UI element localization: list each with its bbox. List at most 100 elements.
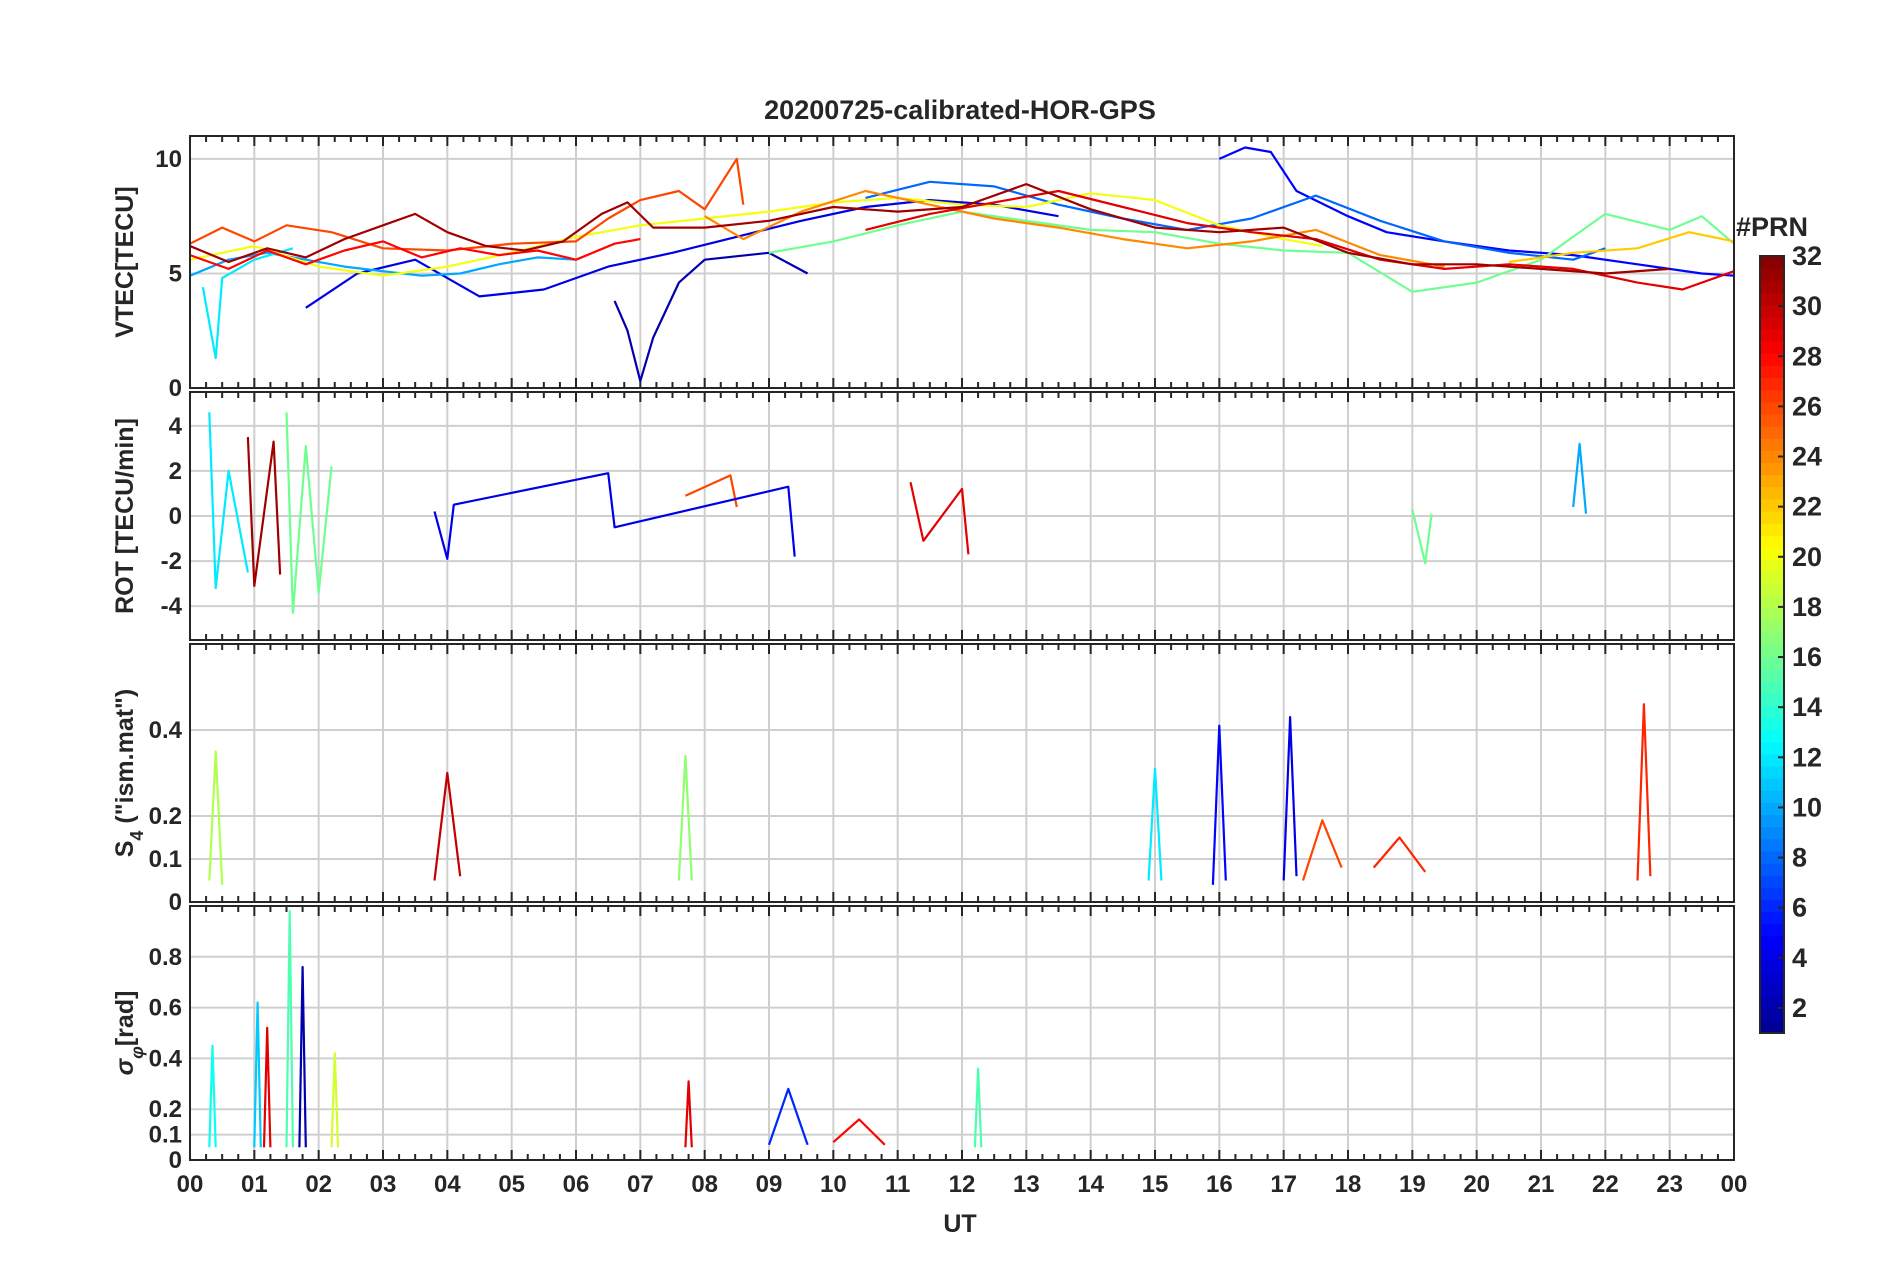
colorbar-segment [1760, 790, 1784, 803]
x-tick-label: 08 [691, 1171, 718, 1198]
y-tick-label: -2 [161, 548, 182, 575]
x-tick-label: 22 [1592, 1171, 1619, 1198]
colorbar-segment [1760, 668, 1784, 682]
colorbar-segment [1760, 583, 1784, 597]
colorbar-segment [1760, 280, 1784, 294]
series-line-prn-29 [262, 1026, 272, 1148]
colorbar-label: #PRN [1736, 212, 1808, 242]
colorbar-segment [1760, 680, 1784, 694]
colorbar-tick-label: 14 [1792, 692, 1822, 722]
series-line-prn-12 [201, 247, 294, 360]
series-line-prn-31 [190, 183, 1670, 275]
series-line-prn-20 [190, 192, 1323, 277]
series-line-prn-13 [208, 1044, 217, 1148]
colorbar-segment [1760, 923, 1784, 937]
colorbar-segment [1760, 523, 1784, 536]
colorbar-segment [1760, 899, 1784, 913]
x-tick-label: 13 [1013, 1171, 1040, 1198]
y-tick-label: 0.1 [149, 1122, 182, 1149]
x-tick-label: 23 [1656, 1171, 1683, 1198]
colorbar-segment [1760, 340, 1784, 354]
x-tick-label: 04 [434, 1171, 461, 1198]
series-line-prn-17 [677, 754, 693, 881]
colorbar-tick-label: 4 [1792, 943, 1807, 973]
y-tick-label: 5 [169, 260, 182, 287]
colorbar-segment [1760, 486, 1784, 500]
colorbar-segment [1760, 425, 1784, 439]
y-tick-label: 0 [169, 503, 182, 530]
colorbar-tick-label: 30 [1792, 291, 1822, 321]
series-line-prn-30 [433, 771, 462, 881]
series-line-prn-10 [190, 251, 577, 277]
colorbar-tick-label: 18 [1792, 592, 1822, 622]
series-line-prn-12 [1147, 767, 1163, 881]
x-tick-label: 16 [1206, 1171, 1233, 1198]
colorbar-tick-label: 26 [1792, 391, 1822, 421]
series-line-prn-26 [1301, 819, 1343, 881]
series-line-prn-4 [433, 472, 796, 560]
colorbar-tick-label: 10 [1792, 792, 1822, 822]
colorbar-segment [1760, 1008, 1784, 1022]
panel-s4: 0 0.1 0.2 0.4S4 ("ism.mat") [111, 643, 1735, 916]
series-line-prn-11 [253, 1001, 262, 1148]
colorbar-segment [1760, 911, 1784, 925]
x-tick-labels: 00 01 02 03 04 05 06 07 08 09 10 11 12 13 14 15 16 17 18 19… [177, 1171, 1748, 1198]
y-tick-label: 4 [169, 413, 183, 440]
x-tick-label: 10 [820, 1171, 847, 1198]
colorbar-tick-label: 22 [1792, 492, 1822, 522]
series-line-prn-26 [190, 157, 745, 252]
colorbar-segment [1760, 778, 1784, 791]
series-line-prn-27 [1372, 836, 1427, 873]
colorbar-segment [1760, 632, 1784, 646]
colorbar-segment [1760, 353, 1784, 366]
series-line-prn-19 [330, 1052, 340, 1148]
series-line-prn-5 [1211, 724, 1227, 885]
colorbar-segment [1760, 547, 1784, 561]
series-group [190, 146, 1734, 383]
colorbar-segment [1760, 644, 1784, 658]
colorbar-segment [1760, 850, 1784, 864]
y-tick-label: 0.6 [149, 995, 182, 1022]
series-group [208, 703, 1652, 885]
colorbar-segment [1760, 450, 1784, 463]
colorbar-segment [1760, 753, 1784, 767]
x-tick-label: 15 [1142, 1171, 1169, 1198]
colorbar-segment [1760, 984, 1784, 998]
colorbar-segment [1760, 935, 1784, 949]
x-tick-label: 12 [949, 1171, 976, 1198]
colorbar-segment [1760, 256, 1784, 269]
series-line-prn-18 [208, 750, 224, 885]
colorbar-segment [1760, 462, 1784, 476]
colorbar-segment [1760, 741, 1784, 755]
series-group [208, 910, 983, 1148]
colorbar-segment [1760, 765, 1784, 779]
y-axis-label-vtec: VTEC[TECU] [111, 186, 139, 337]
colorbar-segment [1760, 875, 1784, 888]
colorbar-tick-label: 2 [1792, 993, 1807, 1023]
series-line-prn-5 [1218, 146, 1734, 277]
y-tick-label: -4 [161, 593, 183, 620]
x-tick-label: 19 [1399, 1171, 1426, 1198]
x-axis-label: UT [943, 1210, 976, 1238]
colorbar-segment [1760, 693, 1784, 706]
colorbar-tick-label: 32 [1792, 241, 1822, 271]
series-line-prn-15 [285, 910, 294, 1148]
x-tick-label: 21 [1528, 1171, 1555, 1198]
y-tick-label: 0.2 [149, 803, 182, 830]
y-tick-label: 10 [155, 146, 182, 173]
x-tick-label: 05 [498, 1171, 525, 1198]
x-tick-label: 01 [241, 1171, 268, 1198]
panel-vtec: 0 5 10 VTEC[TECU] [111, 135, 1735, 402]
colorbar-segment [1760, 571, 1784, 585]
series-line-prn-2 [613, 251, 809, 383]
colorbar-segment [1760, 268, 1784, 281]
colorbar-segment [1760, 656, 1784, 670]
x-tick-label: 03 [370, 1171, 397, 1198]
series-line-prn-29 [909, 481, 970, 555]
colorbar-segment [1760, 608, 1784, 621]
series-line-prn-28 [190, 238, 641, 270]
colorbar-segment [1760, 559, 1784, 573]
colorbar-segment [1760, 814, 1784, 828]
